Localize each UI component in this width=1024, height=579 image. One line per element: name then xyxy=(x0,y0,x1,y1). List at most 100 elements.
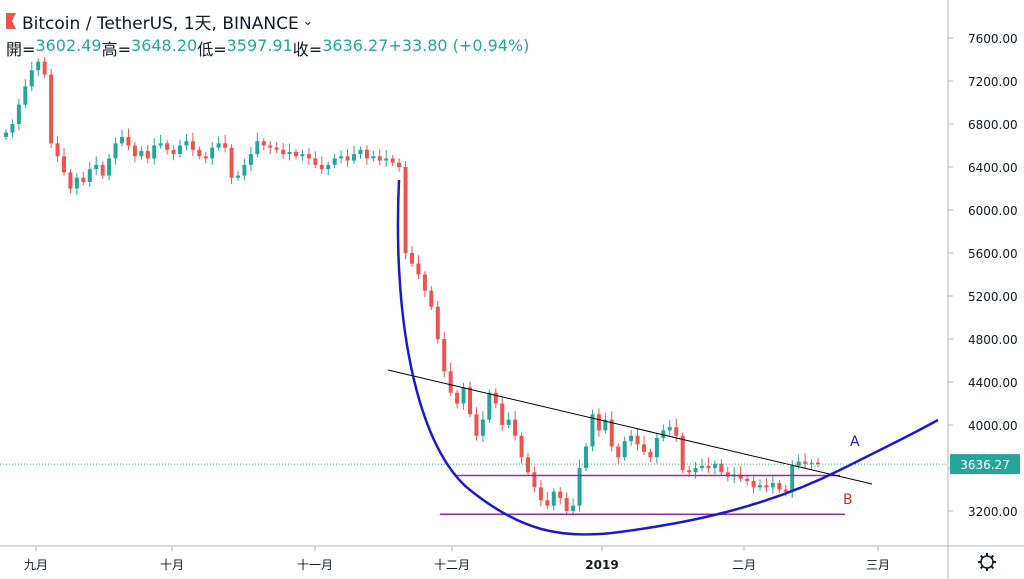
candle-body[interactable] xyxy=(500,403,505,426)
candle-body[interactable] xyxy=(268,145,273,148)
candle-body[interactable] xyxy=(448,371,453,393)
candle-body[interactable] xyxy=(654,437,659,458)
candle-body[interactable] xyxy=(422,274,427,291)
candle-body[interactable] xyxy=(236,175,240,178)
candle-body[interactable] xyxy=(190,141,195,150)
candle-body[interactable] xyxy=(248,154,253,165)
candle-body[interactable] xyxy=(55,143,60,157)
candle-body[interactable] xyxy=(693,468,698,473)
candle-body[interactable] xyxy=(468,387,472,415)
candle-body[interactable] xyxy=(300,154,305,157)
candle-body[interactable] xyxy=(764,485,769,488)
candle-body[interactable] xyxy=(687,470,692,473)
candle-body[interactable] xyxy=(397,162,402,167)
candle-body[interactable] xyxy=(442,339,447,372)
candle-body[interactable] xyxy=(287,151,292,155)
candle-body[interactable] xyxy=(358,149,363,155)
candle-body[interactable] xyxy=(352,154,356,161)
candle-body[interactable] xyxy=(455,392,460,404)
candle-body[interactable] xyxy=(564,498,569,511)
candle-body[interactable] xyxy=(758,485,762,488)
chevron-down-icon[interactable]: ⌄ xyxy=(302,14,313,28)
candle-body[interactable] xyxy=(674,427,679,436)
candle-body[interactable] xyxy=(700,465,704,468)
candle-body[interactable] xyxy=(339,156,344,159)
candle-body[interactable] xyxy=(178,145,182,155)
candle-body[interactable] xyxy=(790,465,795,492)
candle-body[interactable] xyxy=(94,164,99,170)
candle-body[interactable] xyxy=(210,147,215,159)
candle-body[interactable] xyxy=(216,143,221,148)
candle-body[interactable] xyxy=(120,136,124,144)
candle-body[interactable] xyxy=(609,419,614,447)
candle-body[interactable] xyxy=(596,414,601,431)
candle-body[interactable] xyxy=(429,290,434,307)
candle-body[interactable] xyxy=(29,70,34,87)
candle-body[interactable] xyxy=(242,164,247,176)
candle-body[interactable] xyxy=(145,150,150,159)
candle-body[interactable] xyxy=(377,156,382,161)
candle-body[interactable] xyxy=(680,435,685,471)
candle-body[interactable] xyxy=(171,149,176,155)
candle-body[interactable] xyxy=(139,150,144,157)
candle-body[interactable] xyxy=(532,472,537,488)
candle-body[interactable] xyxy=(725,472,730,477)
candle-body[interactable] xyxy=(62,156,66,173)
candle-body[interactable] xyxy=(255,141,260,155)
candle-body[interactable] xyxy=(36,61,41,71)
candle-body[interactable] xyxy=(100,164,105,176)
candle-body[interactable] xyxy=(223,143,228,148)
candle-body[interactable] xyxy=(42,61,47,75)
candle-body[interactable] xyxy=(519,435,524,458)
candle-body[interactable] xyxy=(745,478,750,481)
candle-body[interactable] xyxy=(229,147,234,178)
candle-body[interactable] xyxy=(306,154,311,159)
candle-body[interactable] xyxy=(635,435,640,445)
candle-body[interactable] xyxy=(23,86,28,105)
candle-body[interactable] xyxy=(294,151,298,157)
candle-body[interactable] xyxy=(184,141,189,146)
candle-body[interactable] xyxy=(474,414,479,436)
candle-body[interactable] xyxy=(384,158,389,161)
candle-body[interactable] xyxy=(803,461,808,464)
candle-body[interactable] xyxy=(332,158,337,165)
candle-body[interactable] xyxy=(197,149,202,157)
candle-body[interactable] xyxy=(642,444,646,452)
candle-body[interactable] xyxy=(526,457,530,473)
candle-body[interactable] xyxy=(667,427,672,431)
candle-body[interactable] xyxy=(345,156,350,161)
candle-body[interactable] xyxy=(203,156,208,159)
candle-body[interactable] xyxy=(770,483,775,488)
candle-body[interactable] xyxy=(506,419,511,425)
candle-body[interactable] xyxy=(629,435,634,442)
candle-body[interactable] xyxy=(513,419,518,436)
candle-body[interactable] xyxy=(538,487,543,501)
candle-body[interactable] xyxy=(281,149,286,155)
candle-body[interactable] xyxy=(751,480,756,488)
candle-body[interactable] xyxy=(68,172,73,189)
candle-body[interactable] xyxy=(165,143,170,150)
candle-body[interactable] xyxy=(712,463,717,468)
candle-body[interactable] xyxy=(113,143,118,159)
candle-body[interactable] xyxy=(777,483,782,490)
candle-body[interactable] xyxy=(603,419,608,431)
candle-body[interactable] xyxy=(661,430,666,438)
candle-body[interactable] xyxy=(390,158,395,163)
candle-body[interactable] xyxy=(81,177,86,183)
candle-body[interactable] xyxy=(809,462,814,464)
candle-body[interactable] xyxy=(410,253,414,264)
candle-body[interactable] xyxy=(364,149,369,159)
candle-body[interactable] xyxy=(571,505,576,511)
candle-body[interactable] xyxy=(461,387,466,404)
candle-body[interactable] xyxy=(403,167,408,253)
candle-body[interactable] xyxy=(558,491,563,499)
candle-body[interactable] xyxy=(319,164,324,170)
candle-body[interactable] xyxy=(326,164,331,170)
candle-body[interactable] xyxy=(551,491,556,506)
candle-body[interactable] xyxy=(158,143,163,146)
candle-body[interactable] xyxy=(371,156,376,159)
candle-body[interactable] xyxy=(545,500,550,506)
candle-body[interactable] xyxy=(577,468,582,506)
candle-body[interactable] xyxy=(274,147,279,150)
